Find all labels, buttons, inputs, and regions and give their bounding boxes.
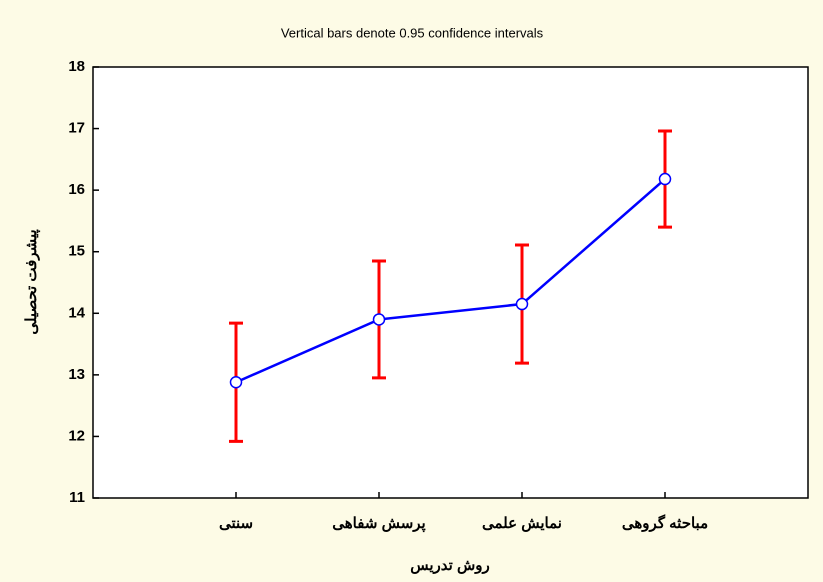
x-axis-label: روش تدریس [410, 557, 490, 574]
y-tick-label: 14 [68, 304, 85, 321]
data-point [372, 313, 386, 326]
y-tick-label: 17 [68, 120, 85, 137]
y-tick-label: 12 [68, 427, 85, 444]
y-tick-label: 11 [69, 489, 85, 506]
y-tick-label: 16 [68, 181, 85, 198]
chart-title: Vertical bars denote 0.95 confidence int… [281, 25, 544, 40]
x-tick-label: مباحثه گروهی [622, 514, 708, 532]
plot-area [92, 66, 809, 499]
y-tick-label: 15 [68, 243, 85, 260]
y-tick-label: 13 [68, 366, 85, 383]
x-tick-label: پرسش شفاهی [332, 515, 425, 533]
data-point [515, 297, 529, 311]
x-tick-label: سنتی [219, 515, 253, 532]
y-axis-label: پیشرفت تحصیلی [23, 229, 41, 334]
y-tick-label: 18 [68, 58, 85, 75]
data-point [229, 375, 243, 389]
x-tick-label: نمایش علمی [482, 515, 562, 532]
series-line [235, 178, 666, 384]
data-point [658, 172, 672, 186]
